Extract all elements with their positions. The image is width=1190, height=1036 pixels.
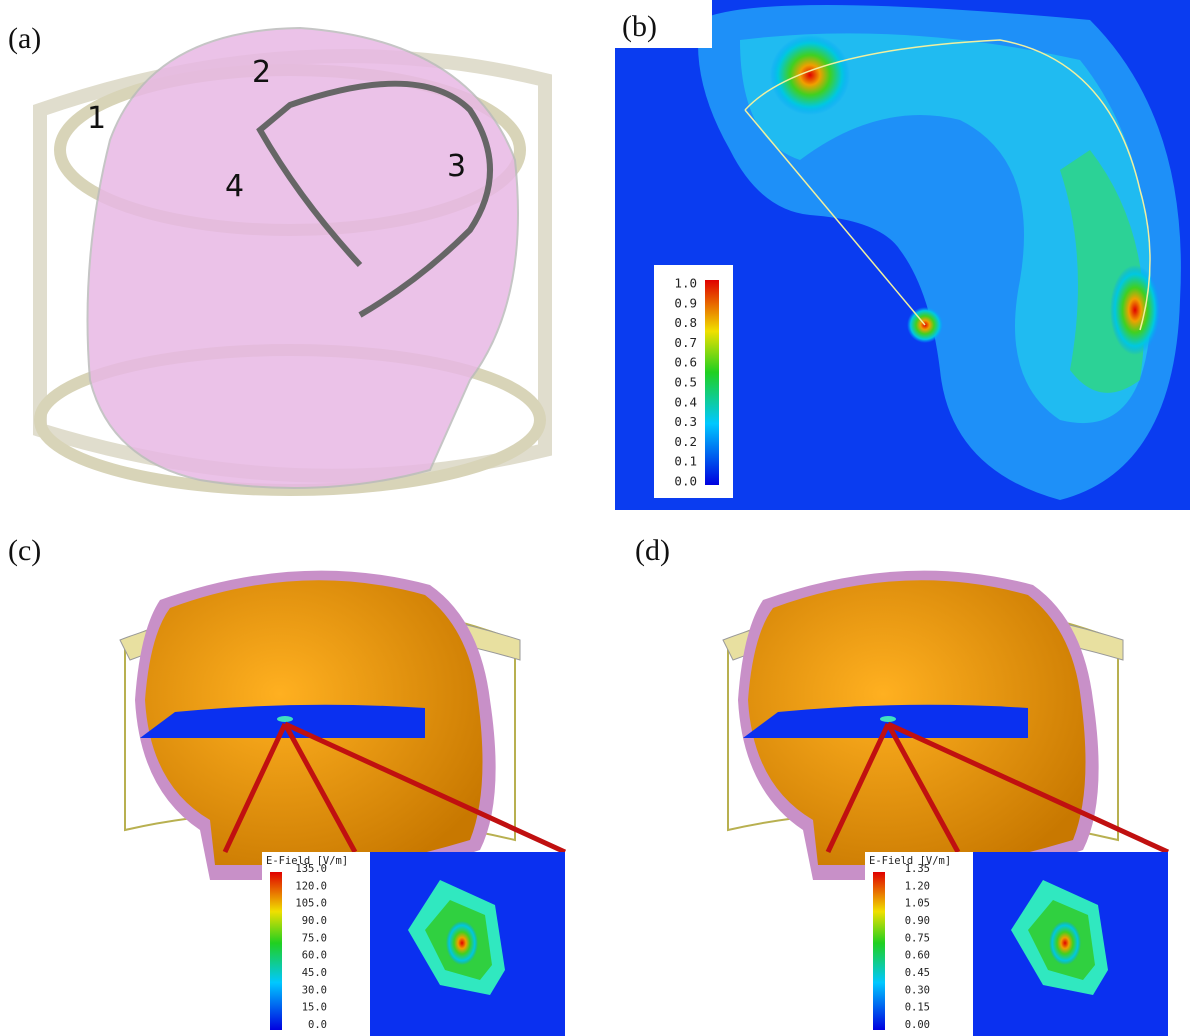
hotspot <box>770 35 850 115</box>
colorbar-tick-label: 75.0 <box>302 932 327 944</box>
colorbar-tick-label: 1.20 <box>905 880 930 892</box>
colorbar-tick-label: 0.60 <box>905 950 930 962</box>
colorbar-tick-label: 135.0 <box>295 863 327 875</box>
annotation: 1 <box>87 101 106 136</box>
colorbar-tick-label: 1.35 <box>905 863 930 875</box>
panel-label: (c) <box>8 534 41 567</box>
colorbar-tick-label: 15.0 <box>302 1002 327 1014</box>
panel-label: (a) <box>8 22 41 55</box>
panel-a: (a) 1 2 3 4 <box>8 22 545 490</box>
colorbar-tick-label: 0.45 <box>905 967 930 979</box>
inset-field <box>446 921 478 965</box>
colorbar <box>705 280 719 485</box>
colorbar-tick-label: 105.0 <box>295 898 327 910</box>
colorbar-tick-label: 0.75 <box>905 932 930 944</box>
colorbar-tick-label: 45.0 <box>302 967 327 979</box>
colorbar-tick-label: 0.4 <box>674 394 697 409</box>
hotspot <box>880 716 896 722</box>
colorbar-ticks: 1.0 0.9 0.8 0.7 0.6 0.5 0.4 0.3 0.2 0.1 0.0 <box>674 276 697 489</box>
colorbar-tick-label: 120.0 <box>295 880 327 892</box>
colorbar-tick-label: 0.2 <box>674 434 697 449</box>
colorbar-tick-label: 0.00 <box>905 1019 930 1031</box>
colorbar-tick-label: 0.15 <box>905 1002 930 1014</box>
colorbar-tick-label: 0.6 <box>674 355 697 370</box>
colorbar-tick-label: 30.0 <box>302 984 327 996</box>
colorbar-tick-label: 0.3 <box>674 414 697 429</box>
colorbar-tick-label: 0.1 <box>674 454 697 469</box>
figure: (a) 1 2 3 4 (b) 1.0 0.9 0.8 0.7 0.6 0.5 0.4 0.3… <box>0 0 1190 1036</box>
colorbar-tick-label: 0.90 <box>905 915 930 927</box>
colorbar-tick-label: 0.5 <box>674 375 697 390</box>
colorbar <box>873 872 885 1030</box>
colorbar-tick-label: 0.9 <box>674 295 697 310</box>
colorbar-tick-label: 1.05 <box>905 898 930 910</box>
colorbar-tick-label: 0.8 <box>674 315 697 330</box>
colorbar-tick-label: 90.0 <box>302 915 327 927</box>
hotspot <box>1110 265 1160 355</box>
hotspot <box>277 716 293 722</box>
panel-d: E-Field [V/m] 1.351.201.050.900.750.600.… <box>723 571 1168 1036</box>
annotation: 3 <box>447 149 466 184</box>
colorbar <box>270 872 282 1030</box>
panel-label: (b) <box>622 10 657 43</box>
panel-b: (b) 1.0 0.9 0.8 0.7 0.6 0.5 0.4 0.3 0.2 0.1 0.0 <box>615 0 1190 510</box>
inset-field <box>1049 921 1081 965</box>
colorbar-tick-label: 0.0 <box>674 474 697 489</box>
annotation: 4 <box>225 169 244 204</box>
colorbar-tick-label: 0.7 <box>674 335 697 350</box>
panel-label: (d) <box>635 534 670 567</box>
annotation: 2 <box>252 55 271 90</box>
colorbar-tick-label: 0.0 <box>308 1019 327 1031</box>
colorbar-tick-label: 1.0 <box>674 276 697 291</box>
panel-c: E-Field [V/m] 135.0120.0105.090.075.060.… <box>120 571 565 1036</box>
colorbar-tick-label: 60.0 <box>302 950 327 962</box>
colorbar-tick-label: 0.30 <box>905 984 930 996</box>
